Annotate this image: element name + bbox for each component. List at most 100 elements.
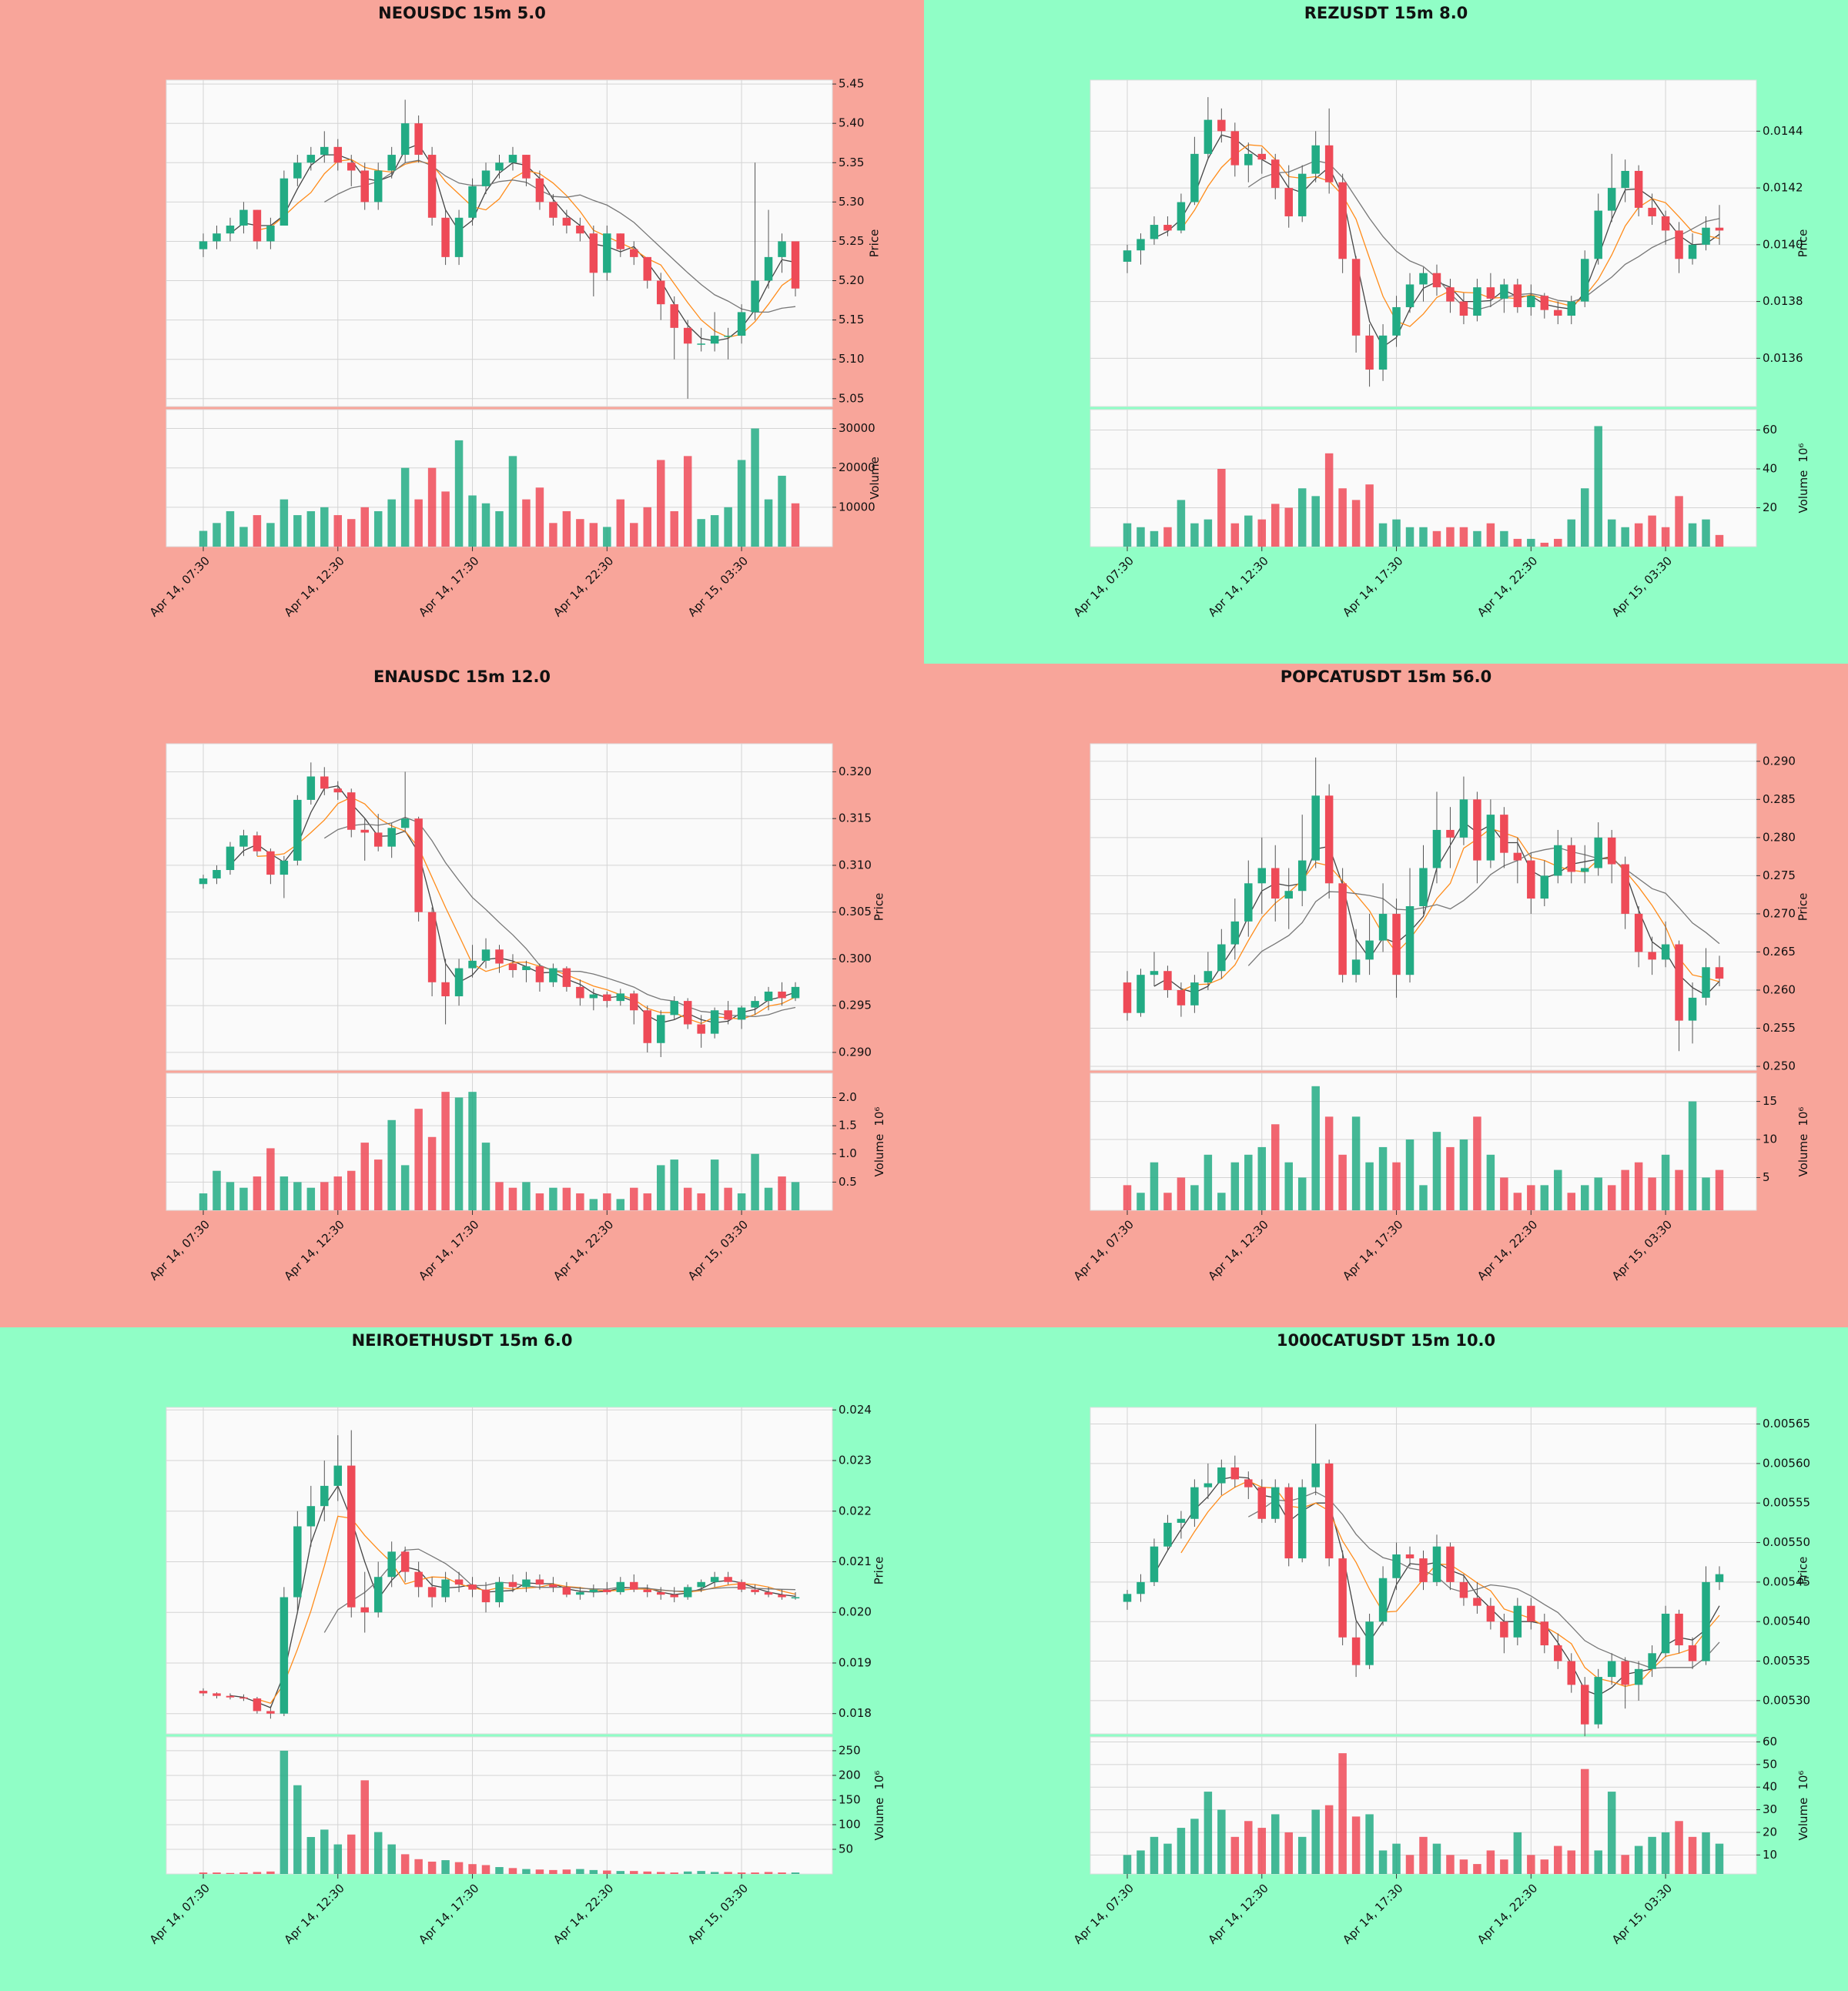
candle-body — [603, 1589, 611, 1592]
y-tick-label: 5.05 — [839, 391, 864, 405]
volume-tick-label: 50 — [839, 1842, 853, 1855]
volume-bar — [481, 1143, 490, 1210]
candle-body — [481, 170, 490, 186]
candle-body — [199, 241, 208, 249]
volume-bar — [347, 519, 356, 547]
y-tick-label: 0.00535 — [1763, 1654, 1810, 1668]
volume-bar — [1594, 1850, 1602, 1874]
volume-bar — [1351, 1816, 1361, 1874]
candle-body — [1554, 1645, 1562, 1661]
volume-tick-label: 50 — [1763, 1757, 1777, 1771]
volume-bar — [1217, 1193, 1226, 1210]
price-plot-area — [166, 1407, 833, 1735]
candle-body — [266, 226, 275, 242]
candle-body — [1473, 799, 1481, 861]
candle-body — [253, 209, 262, 242]
candle-body — [724, 336, 732, 337]
candle-body — [508, 963, 517, 971]
volume-bar — [1486, 1154, 1495, 1210]
volume-bar — [683, 456, 692, 547]
volume-bar — [616, 1199, 625, 1210]
volume-bar — [1419, 527, 1428, 547]
candle-body — [1324, 795, 1334, 884]
volume-bar — [1634, 523, 1643, 547]
volume-bar — [1324, 1805, 1334, 1874]
volume-bar — [1661, 527, 1670, 547]
y-tick-label: 0.265 — [1763, 945, 1796, 959]
volume-bar — [495, 1867, 504, 1874]
volume-bar — [1540, 542, 1549, 547]
volume-tick-label: 1.5 — [839, 1119, 857, 1133]
volume-bar — [495, 510, 504, 547]
candle-body — [1486, 1605, 1495, 1622]
y-tick-label: 0.315 — [839, 811, 872, 825]
candle-body — [643, 256, 651, 281]
volume-bar — [616, 499, 625, 547]
volume-tick-label: 2.0 — [839, 1090, 857, 1104]
candle-body — [643, 1010, 651, 1043]
candle-body — [1257, 153, 1267, 160]
volume-bar — [710, 1872, 719, 1874]
candle-body — [1527, 296, 1535, 307]
candle-body — [764, 991, 773, 1002]
volume-bar — [1365, 1814, 1374, 1874]
candle-body — [778, 241, 786, 257]
candle-body — [1675, 1613, 1683, 1646]
candle-body — [441, 982, 450, 997]
candle-body — [1580, 1685, 1589, 1725]
y-tick-label: 5.30 — [839, 195, 864, 209]
candle-body — [387, 1551, 396, 1578]
volume-bar — [1230, 1162, 1240, 1210]
candle-body — [1607, 1661, 1616, 1678]
volume-bar — [656, 1165, 665, 1210]
volume-bar — [1702, 1177, 1710, 1210]
volume-bar — [1621, 1855, 1629, 1874]
volume-bar — [1527, 1855, 1535, 1874]
volume-bar — [468, 1092, 477, 1210]
volume-bar — [643, 507, 651, 547]
volume-bar — [1190, 1185, 1199, 1210]
volume-bar — [1163, 527, 1172, 547]
volume-bar — [1432, 1843, 1441, 1874]
candle-body — [616, 233, 625, 249]
volume-bar — [1419, 1836, 1428, 1874]
candle-body — [1446, 829, 1455, 838]
volume-bar — [1271, 1124, 1280, 1210]
candle-body — [373, 170, 383, 202]
volume-bar — [724, 507, 732, 547]
volume-bar — [1675, 1821, 1683, 1874]
candle-body — [199, 878, 208, 885]
volume-bar — [778, 475, 786, 547]
volume-bar — [454, 1097, 464, 1210]
volume-bar — [549, 1187, 557, 1210]
volume-bar — [293, 1182, 302, 1210]
volume-bar — [239, 1187, 248, 1210]
y-tick-label: 0.320 — [839, 765, 872, 778]
volume-bar — [427, 467, 437, 547]
volume-scale: 10⁶ — [872, 1771, 886, 1790]
candle-body — [1648, 207, 1656, 216]
volume-tick-label: 15 — [1763, 1094, 1777, 1108]
candle-body — [1527, 1605, 1535, 1622]
volume-label: Volume — [1796, 470, 1810, 514]
volume-bar — [1554, 1845, 1562, 1874]
volume-bar — [1230, 523, 1240, 547]
volume-bar — [1297, 1177, 1307, 1210]
candle-body — [1702, 227, 1710, 245]
volume-bar — [1324, 1116, 1334, 1210]
candle-body — [400, 1551, 410, 1572]
candle-body — [333, 788, 343, 793]
candle-body — [481, 1589, 490, 1603]
candle-body — [1513, 1605, 1522, 1638]
y-tick-label: 0.021 — [839, 1554, 872, 1568]
volume-bar — [724, 1187, 732, 1210]
candle-body — [737, 1581, 746, 1590]
candle-body — [1688, 244, 1697, 259]
volume-bar — [643, 1193, 651, 1210]
volume-bar — [1446, 527, 1455, 547]
candle-body — [589, 1589, 598, 1592]
volume-bar — [1554, 1170, 1562, 1210]
y-tick-label: 0.285 — [1763, 792, 1796, 806]
candle-body — [697, 1024, 705, 1034]
